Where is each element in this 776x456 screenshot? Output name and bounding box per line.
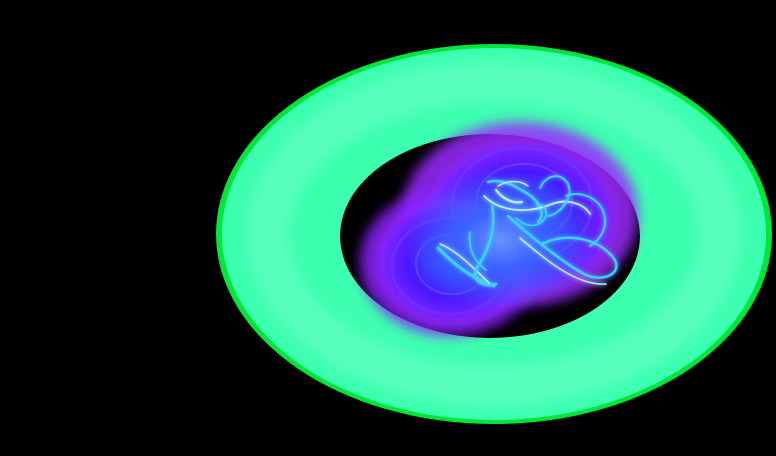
blue-filaments <box>436 175 618 288</box>
ring-crop-left <box>0 0 212 456</box>
ring-crop-bottom <box>0 424 776 456</box>
